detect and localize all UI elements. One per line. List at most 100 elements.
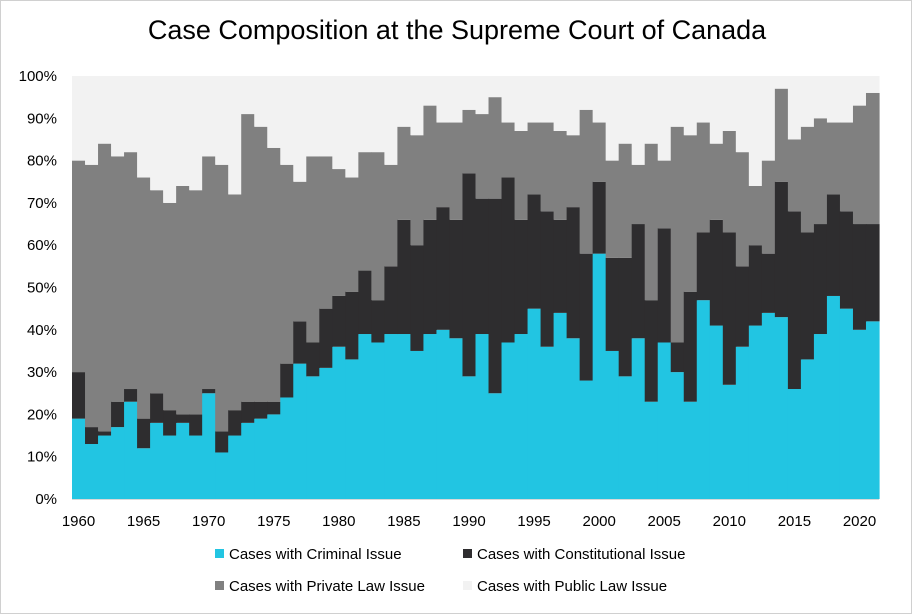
bar-criminal-1968: [176, 422, 190, 499]
bar-constitutional-2018: [826, 194, 841, 296]
bar-constitutional-1960: [72, 372, 86, 419]
bar-criminal-2021: [865, 321, 880, 499]
bar-public-law-1984: [384, 76, 399, 165]
bar-criminal-1991: [475, 334, 490, 499]
x-tick-label: 1980: [322, 513, 355, 530]
bar-public-law-2007: [683, 76, 698, 136]
bar-constitutional-1986: [410, 245, 425, 351]
y-tick-label: 70%: [27, 195, 57, 212]
bar-constitutional-2008: [696, 232, 711, 301]
legend-swatch-criminal: [215, 549, 224, 558]
bar-constitutional-1994: [514, 219, 529, 335]
bar-private-law-2001: [605, 160, 620, 258]
bar-public-law-1997: [553, 80, 568, 131]
bar-criminal-1971: [215, 452, 229, 499]
bar-constitutional-2012: [748, 245, 763, 326]
bar-public-law-1978: [306, 76, 320, 157]
legend-label-constitutional: Cases with Constitutional Issue: [477, 546, 686, 563]
bar-private-law-2008: [696, 122, 711, 233]
bar-criminal-1979: [319, 367, 333, 499]
x-tick-label: 2020: [843, 513, 876, 530]
bar-criminal-2004: [644, 401, 659, 499]
bar-private-law-1989: [449, 122, 464, 220]
bar-public-law-2017: [813, 76, 828, 119]
bar-constitutional-1992: [488, 198, 503, 394]
bar-private-law-1974: [254, 126, 268, 402]
bar-public-law-1968: [176, 76, 190, 186]
bar-private-law-1970: [202, 156, 216, 390]
y-tick-label: 40%: [27, 322, 57, 339]
bar-private-law-1972: [228, 194, 242, 411]
bar-public-law-2012: [748, 76, 763, 186]
x-tick-label: 1975: [257, 513, 290, 530]
bar-constitutional-2005: [657, 228, 672, 343]
bar-public-law-1970: [202, 76, 216, 157]
bar-private-law-1971: [215, 164, 229, 432]
bar-private-law-1968: [176, 185, 190, 415]
bar-private-law-2004: [644, 143, 659, 301]
bar-constitutional-1985: [397, 219, 412, 335]
legend-label-public-law: Cases with Public Law Issue: [477, 578, 668, 595]
bar-public-law-1960: [72, 76, 86, 161]
bar-constitutional-2016: [800, 232, 815, 360]
bar-private-law-1961: [85, 164, 99, 428]
bar-private-law-1999: [579, 109, 594, 254]
bar-constitutional-1982: [358, 270, 372, 335]
bar-constitutional-2009: [709, 219, 724, 326]
bar-private-law-1992: [488, 97, 503, 199]
bar-criminal-2010: [722, 384, 737, 499]
bar-private-law-1988: [436, 122, 451, 208]
bar-private-law-1996: [540, 122, 555, 212]
bar-private-law-1975: [267, 147, 281, 402]
bar-private-law-2014: [774, 88, 789, 182]
bar-constitutional-1993: [501, 177, 516, 343]
bar-private-law-2020: [852, 105, 867, 225]
bar-constitutional-2021: [865, 224, 880, 322]
bar-criminal-1970: [202, 393, 216, 499]
bar-private-law-1998: [566, 135, 581, 208]
bar-constitutional-1974: [254, 401, 268, 419]
bar-constitutional-2000: [592, 181, 607, 254]
bar-private-law-2018: [826, 122, 841, 195]
y-tick-label: 50%: [27, 280, 57, 297]
y-tick-label: 30%: [27, 364, 57, 381]
bar-constitutional-1978: [306, 342, 320, 377]
bar-public-law-2008: [696, 76, 711, 123]
bar-public-law-1969: [189, 76, 203, 191]
bar-private-law-1979: [319, 156, 333, 309]
bar-private-law-2002: [618, 143, 633, 258]
bar-constitutional-1988: [436, 207, 451, 330]
bar-public-law-2019: [839, 76, 854, 123]
bar-private-law-2003: [631, 164, 646, 225]
bar-constitutional-2017: [813, 224, 828, 335]
bar-criminal-1990: [462, 376, 477, 499]
bar-constitutional-2004: [644, 300, 659, 402]
bar-public-law-1993: [501, 76, 516, 123]
bar-public-law-2003: [631, 76, 646, 165]
bar-criminal-1998: [566, 338, 581, 499]
bar-private-law-2017: [813, 118, 828, 225]
legend-label-criminal: Cases with Criminal Issue: [229, 546, 402, 563]
bar-public-law-1977: [293, 76, 307, 182]
bar-public-law-1991: [475, 76, 490, 115]
bar-criminal-1977: [293, 363, 307, 499]
bar-public-law-1992: [488, 76, 503, 98]
bar-constitutional-2002: [618, 257, 633, 377]
bar-criminal-1962: [98, 435, 112, 499]
bar-private-law-2019: [839, 122, 854, 212]
bar-criminal-1965: [137, 448, 151, 499]
bar-private-law-2013: [761, 160, 776, 254]
bar-criminal-2005: [657, 342, 672, 499]
bar-private-law-1969: [189, 190, 203, 415]
legend-item-public-law: Cases with Public Law Issue: [463, 578, 667, 595]
bar-criminal-1969: [189, 435, 203, 499]
bar-public-law-2000: [592, 76, 607, 123]
bar-private-law-1984: [384, 164, 399, 267]
bar-criminal-1984: [384, 334, 399, 499]
bar-public-law-1994: [514, 76, 529, 131]
bar-private-law-1980: [332, 169, 346, 296]
bar-constitutional-1979: [319, 308, 333, 368]
legend-label-private-law: Cases with Private Law Issue: [229, 578, 425, 595]
bar-constitutional-1962: [98, 431, 112, 436]
bar-criminal-1976: [280, 397, 294, 499]
